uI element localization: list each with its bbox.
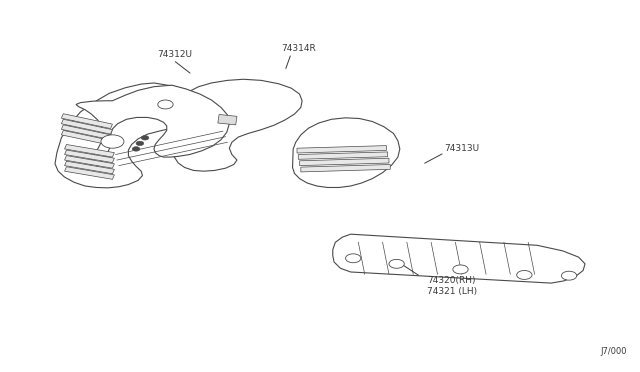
Polygon shape [298,152,388,159]
Circle shape [101,135,124,148]
Polygon shape [218,115,237,125]
Polygon shape [300,158,389,166]
Text: 74313U: 74313U [445,144,479,153]
Polygon shape [61,119,113,134]
Circle shape [561,271,577,280]
Polygon shape [61,131,113,145]
Polygon shape [65,150,115,163]
Polygon shape [174,79,302,171]
Circle shape [389,259,404,268]
Polygon shape [65,144,115,157]
Polygon shape [65,167,115,179]
Polygon shape [297,145,387,153]
Text: 74312U: 74312U [157,50,192,59]
Polygon shape [65,155,115,168]
Polygon shape [65,161,115,174]
Circle shape [158,100,173,109]
Polygon shape [61,125,113,140]
Polygon shape [333,234,585,283]
Polygon shape [61,114,113,129]
Circle shape [453,265,468,274]
Polygon shape [55,83,208,188]
Text: 74320(RH)
74321 (LH): 74320(RH) 74321 (LH) [428,276,477,296]
Circle shape [346,254,361,263]
Text: J7/000: J7/000 [600,347,627,356]
Circle shape [141,136,149,140]
Circle shape [132,147,140,151]
Polygon shape [292,118,400,187]
Circle shape [516,270,532,279]
Text: 74314R: 74314R [282,44,316,53]
Polygon shape [76,85,229,169]
Circle shape [136,141,144,145]
Polygon shape [301,164,390,172]
